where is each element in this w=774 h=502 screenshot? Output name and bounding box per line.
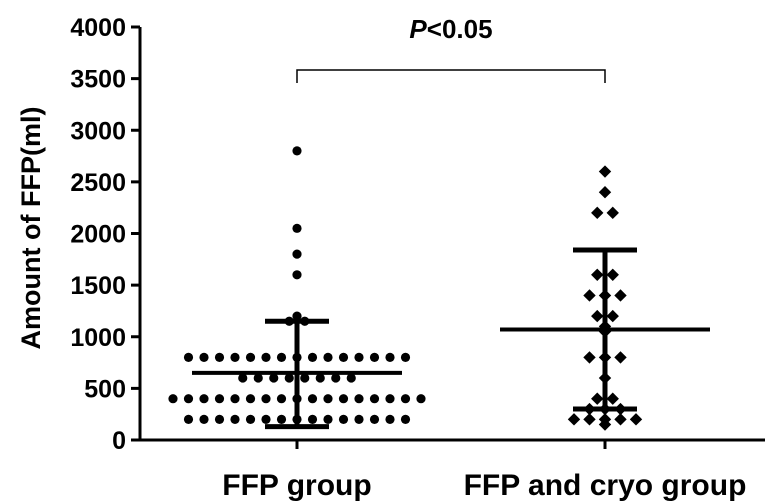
data-point: [614, 351, 627, 364]
data-point: [385, 352, 395, 362]
data-point: [300, 373, 310, 383]
data-point: [323, 352, 333, 362]
data-point: [269, 373, 279, 383]
axes: [138, 27, 765, 449]
data-point: [598, 186, 612, 199]
data-point: [230, 414, 240, 424]
data-point: [323, 394, 333, 404]
data-point: [315, 373, 325, 383]
data-point: [199, 352, 209, 362]
data-point: [606, 268, 619, 281]
data-point: [614, 289, 627, 302]
p-threshold: <0.05: [427, 14, 493, 44]
data-point: [292, 223, 302, 233]
y-ticks: 0 500 1000 1500 2000 2500 3000 3500 4000: [70, 14, 140, 455]
data-point: [292, 146, 302, 156]
data-point: [276, 414, 287, 424]
data-point: [606, 309, 619, 323]
data-point: [230, 394, 240, 404]
data-point: [199, 394, 209, 404]
data-point: [369, 394, 380, 404]
data-point: [214, 394, 225, 404]
data-point: [591, 392, 604, 405]
data-point: [400, 352, 411, 362]
data-point: [583, 413, 596, 426]
data-point: [598, 165, 612, 178]
bracket-line: [296, 69, 606, 83]
data-point: [323, 414, 333, 424]
data-point: [183, 414, 194, 424]
data-point: [292, 311, 302, 321]
data-point: [338, 394, 349, 404]
data-point: [598, 413, 612, 426]
data-point: [199, 414, 209, 424]
data-point: [346, 373, 356, 383]
data-point: [591, 309, 604, 323]
y-axis-title: Amount of FFP(ml): [16, 107, 46, 350]
data-point: [214, 414, 225, 424]
data-point: [591, 206, 604, 220]
data-point: [276, 394, 287, 404]
x-category-labels: FFP group FFP and cryo group: [222, 469, 746, 502]
data-point: [284, 373, 294, 383]
data-point: [385, 414, 395, 424]
data-point: [338, 414, 349, 424]
data-point: [606, 392, 619, 405]
x-category-label: FFP and cryo group: [464, 469, 747, 502]
data-point: [307, 414, 318, 424]
data-point: [253, 373, 263, 383]
data-point: [307, 394, 318, 404]
data-point: [261, 394, 271, 404]
data-point: [385, 394, 395, 404]
data-point: [276, 352, 287, 362]
data-point: [338, 352, 349, 362]
p-value-label: P<0.05: [409, 14, 492, 44]
error-bars: [192, 247, 710, 430]
x-category-label: FFP group: [222, 469, 371, 502]
y-tick-label: 3000: [70, 117, 126, 145]
data-point: [214, 352, 225, 362]
data-point: [400, 414, 411, 424]
y-tick-label: 0: [112, 427, 126, 455]
p-symbol: P: [409, 14, 427, 44]
y-tick-label: 1000: [70, 324, 126, 352]
data-point: [583, 351, 596, 364]
data-point: [245, 414, 256, 424]
y-tick-label: 3500: [70, 66, 126, 94]
data-point: [591, 268, 604, 281]
significance-bracket: P<0.05: [296, 14, 606, 83]
y-tick-label: 2000: [70, 221, 126, 249]
data-point: [606, 206, 619, 220]
data-point: [292, 270, 302, 280]
data-point: [238, 373, 248, 383]
data-point: [331, 373, 341, 383]
data-point: [261, 352, 271, 362]
data-point: [292, 249, 302, 259]
data-point: [230, 352, 240, 362]
data-point: [369, 414, 380, 424]
data-point: [183, 352, 194, 362]
data-point: [567, 413, 581, 426]
data-point: [245, 352, 256, 362]
data-point: [183, 394, 194, 404]
data-point: [245, 394, 256, 404]
data-point: [354, 352, 364, 362]
data-point: [416, 394, 426, 404]
data-points: [168, 146, 643, 431]
y-tick-label: 2500: [70, 169, 126, 197]
y-tick-label: 500: [84, 375, 126, 403]
data-point: [614, 413, 627, 426]
data-point: [400, 394, 411, 404]
data-point: [369, 352, 380, 362]
data-point: [307, 352, 318, 362]
data-point: [354, 394, 364, 404]
data-point: [168, 394, 178, 404]
data-point: [261, 414, 271, 424]
data-point: [583, 289, 596, 302]
data-point: [629, 413, 643, 426]
y-tick-label: 1500: [70, 272, 126, 300]
y-tick-label: 4000: [70, 14, 126, 42]
data-point: [354, 414, 364, 424]
